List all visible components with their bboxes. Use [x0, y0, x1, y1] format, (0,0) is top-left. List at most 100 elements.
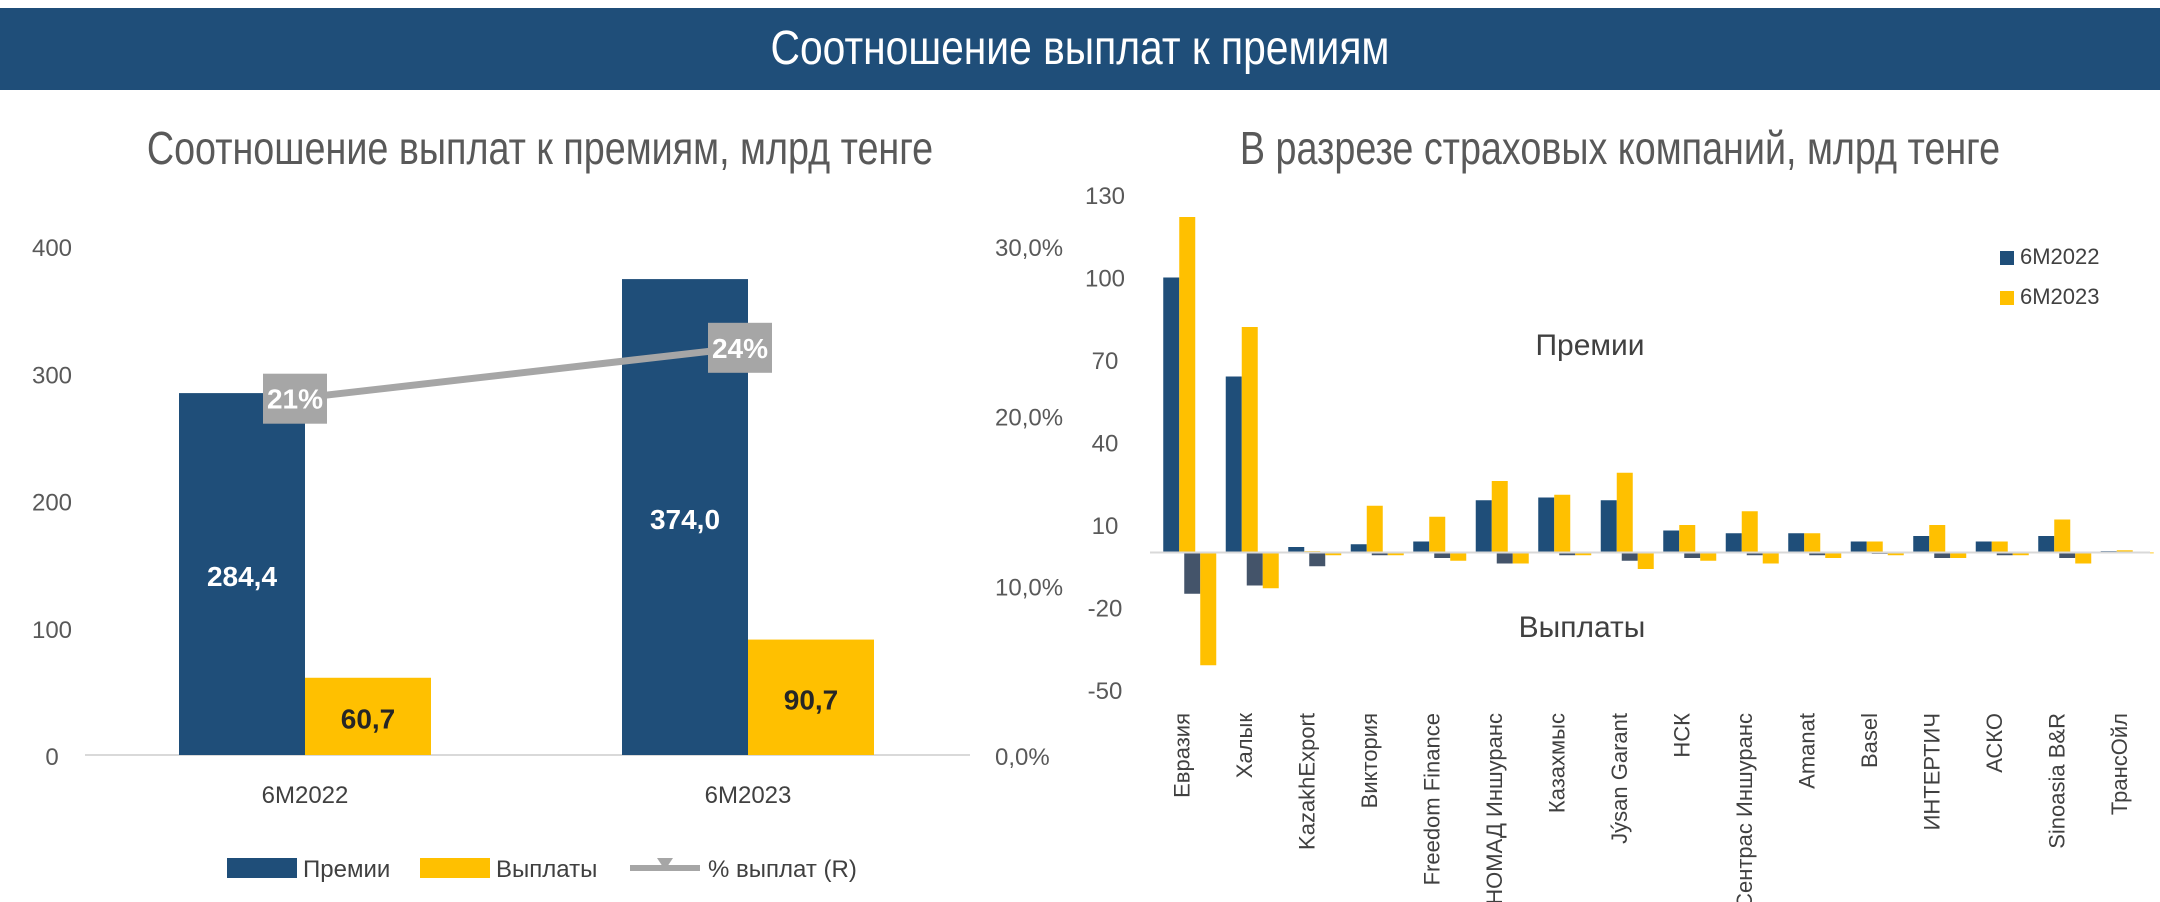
- bar-payout-6М2022: [1246, 552, 1263, 586]
- bar-payouts: [305, 677, 431, 755]
- bar-premium-6М2022: [1163, 277, 1180, 553]
- bar-payout-6М2022: [2059, 552, 2076, 558]
- bar-payout-6М2023: [1387, 552, 1404, 556]
- bar-payout-6М2022: [1934, 552, 1951, 558]
- bar-payout-6М2022: [1496, 552, 1513, 564]
- title-banner: Соотношение выплат к премиям: [0, 8, 2160, 90]
- x-tick-label: 6М2022: [262, 782, 349, 809]
- x-tick-label: НОМАД Иншуранс: [1482, 713, 1507, 902]
- x-tick-label: 6М2023: [705, 782, 792, 809]
- y-tick-label: -50: [1088, 678, 1123, 705]
- y-tick-label: 100: [32, 617, 72, 644]
- right-chart-title: В разрезе страховых компаний, млрд тенге: [1239, 122, 2001, 174]
- legend-label-percent: % выплат (R): [708, 856, 857, 883]
- bar-payout-6М2022: [1184, 552, 1201, 594]
- x-tick-label: Amanat: [1794, 713, 1819, 789]
- bar-payout-6М2023: [1762, 552, 1779, 564]
- bar-payout-6М2023: [2075, 552, 2092, 564]
- y-tick-label: 40: [1092, 431, 1119, 458]
- bar-payout-6М2022: [1434, 552, 1451, 558]
- bar-premium-6М2022: [1600, 500, 1617, 553]
- bar-premium-6М2022: [1663, 530, 1680, 553]
- companies-chart: -50 -20 10 40 70 100 130 Евразия Халык KazakhExpo…: [1085, 183, 2154, 902]
- bar-payout-6М2023: [1450, 552, 1467, 561]
- bar-payout-6М2023: [1950, 552, 1967, 558]
- data-label: 374,0: [650, 504, 720, 535]
- legend-swatch-6m2022: [2000, 251, 2014, 265]
- bar-premium-6М2023: [1429, 516, 1446, 553]
- banner-title: Соотношение выплат к премиям: [770, 22, 1390, 75]
- bar-payout-6М2022: [1371, 552, 1388, 556]
- legend-label-6m2023: 6М2023: [2020, 284, 2100, 309]
- bar-payout-6М2023: [1262, 552, 1279, 589]
- bar-payouts: [748, 639, 874, 755]
- bar-premium-6М2023: [1679, 525, 1696, 553]
- y2-tick-label: 20,0%: [995, 405, 1063, 432]
- bar-payout-6М2023: [1887, 552, 1904, 556]
- bar-payout-6М2023: [1325, 552, 1342, 556]
- bar-payout-6М2023: [1575, 552, 1592, 556]
- x-tick-label: Sinoasia B&R: [2044, 713, 2069, 849]
- x-tick-label: Виктория: [1357, 713, 1382, 808]
- bar-premium-6М2022: [1788, 533, 1805, 553]
- x-tick-label: Basel: [1857, 713, 1882, 768]
- bar-premium-6М2022: [1475, 500, 1492, 553]
- bar-payout-6М2022: [1809, 552, 1826, 556]
- x-tick-label: АСКО: [1982, 713, 2007, 773]
- y-tick-label: -20: [1088, 596, 1123, 623]
- bar-premium-6М2023: [2116, 550, 2133, 553]
- bar-payout-6М2023: [2012, 552, 2029, 556]
- x-tick-label: Freedom Finance: [1419, 713, 1444, 885]
- bar-premium-6М2023: [1491, 481, 1508, 553]
- premiums-payouts-chart: 0 100 200 300 400 0,0% 10,0% 20,0% 30,0% 284,4 374…: [32, 235, 1063, 883]
- bar-premium-6М2023: [1241, 327, 1258, 553]
- bar-payout-6М2023: [1200, 552, 1217, 666]
- bar-premium-6М2022: [1288, 547, 1305, 553]
- y2-tick-label: 0,0%: [995, 744, 1050, 771]
- y2-tick-label: 10,0%: [995, 574, 1063, 601]
- x-tick-label: ИНТЕРТИЧ: [1919, 713, 1944, 830]
- bar-payout-6М2022: [1746, 552, 1763, 556]
- percent-label-box: [708, 322, 772, 373]
- bar-premium-6М2023: [1554, 494, 1571, 553]
- legend-label-6m2022: 6М2022: [2020, 244, 2100, 269]
- bar-premium-6М2022: [1225, 376, 1242, 553]
- bar-premium-6М2022: [2038, 536, 2055, 553]
- y-tick-label: 70: [1092, 348, 1119, 375]
- percent-label-box: [263, 373, 327, 424]
- bar-payout-6М2022: [1996, 552, 2013, 556]
- x-tick-label: Сентрас Иншуранс: [1732, 713, 1757, 902]
- x-tick-label: Евразия: [1169, 713, 1194, 798]
- bar-premium-6М2022: [1975, 541, 1992, 553]
- bar-payout-6М2022: [1559, 552, 1576, 556]
- bar-premium-6М2023: [1866, 541, 1883, 553]
- y-tick-label: 10: [1092, 513, 1119, 540]
- y-tick-label: 0: [45, 744, 58, 771]
- y-tick-label: 200: [32, 490, 72, 517]
- bar-premium-6М2022: [1725, 533, 1742, 553]
- bar-payout-6М2022: [1621, 552, 1638, 561]
- data-label: 60,7: [341, 703, 396, 734]
- bar-payout-6М2023: [1637, 552, 1654, 569]
- legend-swatch-premiums: [227, 858, 297, 878]
- percent-line: [294, 344, 741, 403]
- bar-premium-6М2023: [1366, 505, 1383, 553]
- x-tick-label: KazakhExport: [1294, 713, 1319, 850]
- percent-label: 21%: [267, 384, 323, 415]
- bar-premium-6М2023: [2054, 519, 2071, 553]
- legend-marker-percent: [657, 858, 673, 870]
- legend-swatch-6m2023: [2000, 291, 2014, 305]
- annotation-premiums: Премии: [1535, 329, 1644, 362]
- x-tick-label: Халык: [1232, 713, 1257, 779]
- bar-payout-6М2022: [1309, 552, 1326, 567]
- bar-premium-6М2022: [1913, 536, 1930, 553]
- bar-payout-6М2022: [1684, 552, 1701, 558]
- y-tick-label: 400: [32, 235, 72, 262]
- bar-premium-6М2022: [1538, 497, 1555, 553]
- left-chart-title: Соотношение выплат к премиям, млрд тенге: [146, 122, 934, 174]
- bar-premium-6М2022: [1850, 541, 1867, 553]
- bar-premium-6М2023: [1741, 511, 1758, 553]
- bar-premium-6М2023: [1991, 541, 2008, 553]
- x-tick-label: ТрансОйл: [2107, 713, 2132, 815]
- bar-payout-6М2023: [1825, 552, 1842, 558]
